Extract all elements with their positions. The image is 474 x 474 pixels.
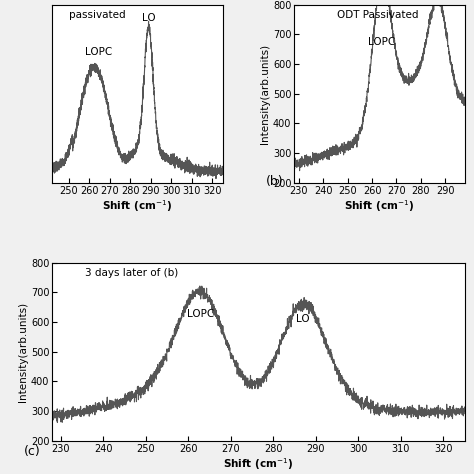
Text: 3 days later of (b): 3 days later of (b) [85,268,178,278]
X-axis label: Shift (cm$^{-1}$): Shift (cm$^{-1}$) [344,198,414,214]
Text: (b): (b) [265,175,283,188]
Text: LO: LO [142,13,155,23]
Text: passivated: passivated [69,10,126,20]
Text: (c): (c) [24,445,40,458]
X-axis label: Shift (cm$^{-1}$): Shift (cm$^{-1}$) [102,198,173,214]
X-axis label: Shift (cm$^{-1}$): Shift (cm$^{-1}$) [223,456,293,472]
Y-axis label: Intensity(arb.units): Intensity(arb.units) [18,302,28,402]
Text: LOPC: LOPC [368,37,395,47]
Y-axis label: Intensity(arb.units): Intensity(arb.units) [260,44,270,144]
Text: LOPC: LOPC [85,46,112,56]
Text: LO: LO [296,314,310,324]
Text: ODT Passivated: ODT Passivated [337,10,418,20]
Text: LOPC: LOPC [187,309,215,319]
